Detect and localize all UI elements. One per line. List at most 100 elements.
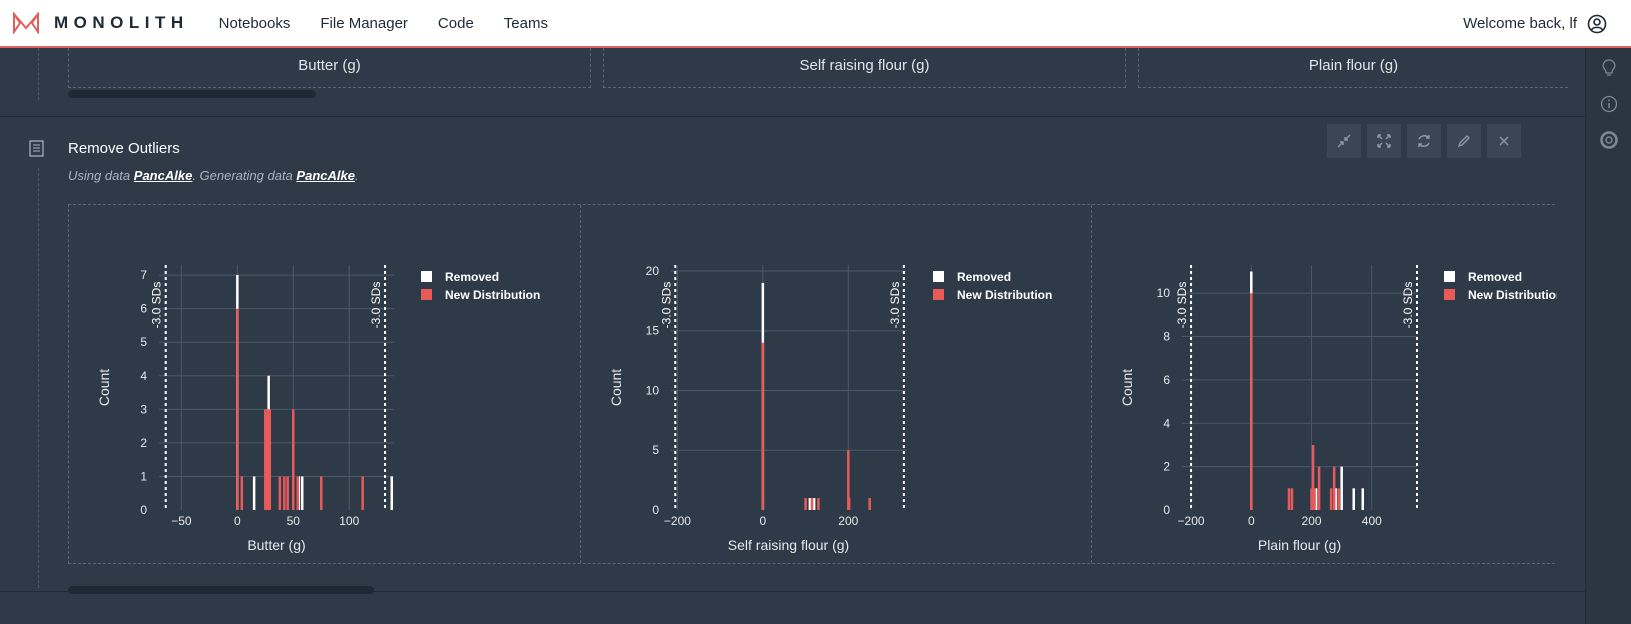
x-axis-label: Self raising flour (g) [728,537,849,553]
sd-threshold-label: -3.0 SDs [1175,282,1189,329]
y-axis-label: Count [96,369,112,406]
refresh-icon [1418,135,1430,147]
horizontal-scrollbar[interactable] [68,90,316,98]
input-data-link[interactable]: PancAlke [133,168,193,183]
removed-bar [390,476,394,510]
sd-threshold-label: -3.0 SDs [888,282,902,329]
x-tick-label: 400 [1362,514,1382,528]
histogram-self-raising-flour: 0 5 10 15 20 −200 0 200 -3.0 SDs -3.0 SDs Self rai… [608,264,1052,553]
new-distribution-bar [810,498,814,510]
legend-swatch [421,271,432,282]
lightbulb-icon[interactable] [1599,58,1619,78]
legend-swatch [1444,289,1455,300]
legend-label: New Distribution [445,288,540,302]
collapse-button[interactable] [1327,124,1361,158]
output-data-link[interactable]: PancAlke [296,168,355,183]
new-distribution-bar [1290,488,1294,510]
block-divider [0,591,1585,592]
legend-swatch [421,289,432,300]
y-axis-label: Count [608,369,624,406]
legend-label: Removed [445,270,499,284]
info-icon[interactable] [1599,94,1619,114]
y-tick-label: 20 [646,264,660,278]
close-button[interactable] [1487,124,1521,158]
previous-chart-self-raising-flour: Self raising flour (g) [603,48,1126,88]
new-distribution-bar [847,450,850,510]
new-distribution-bar [761,342,765,510]
new-distribution-bar [1313,488,1316,510]
new-distribution-bar [1311,444,1315,510]
nav-notebooks[interactable]: Notebooks [218,14,291,32]
expand-button[interactable] [1367,124,1401,158]
nav-code[interactable]: Code [437,14,474,32]
horizontal-scrollbar[interactable] [68,586,374,594]
x-tick-label: −200 [1178,514,1205,528]
legend-label: New Distribution [957,288,1052,302]
block-guide-line [38,48,39,100]
user-account-icon[interactable] [1587,14,1607,34]
y-tick-label: 0 [140,503,147,517]
legend-swatch [933,271,944,282]
new-distribution-bar [266,409,269,510]
block-toolbar [1327,124,1527,158]
chart-panel-plain-flour: 0 2 4 6 8 10 −200 0 200 400 -3.0 SDs -3.0 SDs Plain … [1091,205,1557,563]
y-tick-label: 2 [140,436,147,450]
nav-teams[interactable]: Teams [503,14,548,32]
previous-block: Butter (g) Self raising flour (g) Plain … [0,48,1585,117]
new-distribution-bar [817,498,820,510]
new-distribution-bar [264,409,267,510]
x-tick-label: 200 [1302,514,1322,528]
y-tick-label: 3 [140,402,147,416]
legend-swatch [1444,271,1455,282]
nav-file-manager[interactable]: File Manager [320,14,408,32]
x-tick-label: −50 [171,514,192,528]
new-distribution-bar [240,476,244,510]
y-tick-label: 10 [1157,286,1171,300]
y-tick-label: 5 [140,335,147,349]
new-distribution-bar [361,476,364,510]
block-title: Remove Outliers [68,140,180,157]
new-distribution-bar [320,476,323,510]
x-tick-label: 200 [838,514,858,528]
histogram-plain-flour: 0 2 4 6 8 10 −200 0 200 400 -3.0 SDs -3.0 SDs Plain … [1119,265,1557,553]
new-distribution-bar [1310,488,1313,510]
y-tick-label: 1 [140,469,147,483]
refresh-button[interactable] [1407,124,1441,158]
close-icon [1499,136,1509,146]
new-distribution-bar [296,476,300,510]
notebook-content: Butter (g) Self raising flour (g) Plain … [0,48,1585,624]
new-distribution-bar [283,476,286,510]
removed-bar [1340,466,1343,510]
removed-bar [300,476,304,510]
new-distribution-bar [847,498,851,510]
x-tick-label: 100 [339,514,359,528]
x-axis-label: Butter (g) [247,537,305,553]
using-data-prefix: Using data [68,168,131,183]
previous-chart-butter: Butter (g) [68,48,591,88]
sd-threshold-label: -3.0 SDs [1401,282,1415,329]
generating-data-prefix: . Generating data [192,168,293,183]
top-navigation-bar: MONOLITH Notebooks File Manager Code Tea… [0,0,1631,48]
sd-threshold-label: -3.0 SDs [369,282,383,329]
edit-icon [1457,135,1470,148]
previous-chart-plain-flour: Plain flour (g) [1138,48,1568,88]
removed-bar [252,476,256,510]
new-distribution-bar [292,409,295,510]
edit-button[interactable] [1447,124,1481,158]
block-subtitle: Using data PancAlke. Generating data Pan… [68,168,359,183]
legend-label: Removed [1468,270,1522,284]
legend-label: New Distribution [1468,288,1557,302]
logo[interactable]: MONOLITH [12,12,189,34]
support-icon[interactable] [1599,130,1619,150]
welcome-message: Welcome back, lf [1463,15,1577,32]
y-tick-label: 0 [652,503,659,517]
new-distribution-bar [236,308,239,510]
sd-threshold-label: -3.0 SDs [659,282,673,329]
y-tick-label: 8 [1163,330,1170,344]
y-tick-label: 7 [140,268,147,282]
new-distribution-bar [1332,466,1336,510]
y-tick-label: 10 [646,383,660,397]
sd-threshold-label: -3.0 SDs [150,282,164,329]
new-distribution-bar [278,476,282,510]
legend-swatch [933,289,944,300]
